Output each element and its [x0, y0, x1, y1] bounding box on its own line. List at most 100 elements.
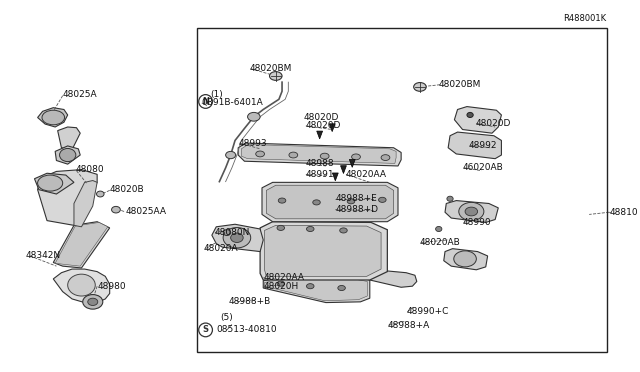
Ellipse shape — [223, 230, 230, 235]
Text: 48025A: 48025A — [63, 90, 97, 99]
Ellipse shape — [68, 274, 95, 296]
Ellipse shape — [88, 298, 98, 305]
Polygon shape — [370, 270, 417, 287]
Polygon shape — [53, 222, 109, 268]
Polygon shape — [349, 160, 355, 167]
Text: R488001K: R488001K — [564, 14, 607, 23]
Ellipse shape — [320, 153, 329, 159]
Ellipse shape — [269, 71, 282, 80]
Polygon shape — [264, 225, 381, 276]
Text: S: S — [203, 326, 209, 334]
Text: 46020AB: 46020AB — [463, 163, 503, 172]
Ellipse shape — [351, 154, 360, 160]
Polygon shape — [212, 224, 263, 251]
Text: 48980: 48980 — [97, 282, 126, 291]
Ellipse shape — [230, 233, 243, 243]
Bar — [197, 28, 607, 352]
Text: (5): (5) — [221, 313, 234, 323]
Polygon shape — [266, 185, 394, 219]
Text: 48988+A: 48988+A — [387, 321, 429, 330]
Ellipse shape — [379, 197, 386, 202]
Ellipse shape — [307, 227, 314, 231]
Polygon shape — [448, 132, 501, 159]
Text: 48020B: 48020B — [109, 185, 144, 194]
Text: (1): (1) — [210, 90, 223, 99]
Ellipse shape — [307, 283, 314, 289]
Ellipse shape — [60, 148, 76, 161]
Ellipse shape — [447, 196, 453, 201]
Polygon shape — [262, 182, 398, 222]
Ellipse shape — [467, 112, 473, 118]
Ellipse shape — [338, 285, 346, 291]
Polygon shape — [445, 201, 499, 222]
Text: 48810: 48810 — [609, 208, 638, 217]
Polygon shape — [38, 170, 97, 225]
Ellipse shape — [83, 295, 103, 309]
Text: N: N — [202, 97, 209, 106]
Ellipse shape — [459, 202, 484, 221]
Text: 48020BM: 48020BM — [439, 80, 481, 89]
Polygon shape — [53, 269, 109, 302]
Polygon shape — [454, 107, 501, 133]
Ellipse shape — [97, 191, 104, 197]
Ellipse shape — [348, 199, 355, 204]
Text: 48990+C: 48990+C — [406, 307, 449, 316]
Text: 48020AB: 48020AB — [420, 238, 461, 247]
Polygon shape — [329, 124, 335, 132]
Text: 48020H: 48020H — [263, 282, 298, 291]
Text: 48025AA: 48025AA — [125, 207, 166, 216]
Text: 48988+B: 48988+B — [228, 297, 271, 307]
Ellipse shape — [454, 251, 476, 267]
Text: 48342N: 48342N — [25, 251, 60, 260]
Ellipse shape — [38, 175, 63, 191]
Polygon shape — [444, 248, 488, 270]
Polygon shape — [332, 173, 339, 181]
Text: 48988+E: 48988+E — [335, 194, 377, 203]
Polygon shape — [317, 131, 323, 139]
Text: 48020D: 48020D — [475, 119, 511, 128]
Ellipse shape — [381, 155, 390, 160]
Polygon shape — [260, 222, 387, 280]
Ellipse shape — [413, 83, 426, 91]
Polygon shape — [263, 274, 370, 302]
Polygon shape — [264, 276, 367, 301]
Ellipse shape — [256, 151, 264, 157]
Text: 08513-40810: 08513-40810 — [216, 326, 277, 334]
Ellipse shape — [465, 207, 477, 216]
Ellipse shape — [42, 110, 65, 125]
Ellipse shape — [436, 227, 442, 231]
Polygon shape — [74, 180, 97, 227]
Text: 48990: 48990 — [463, 218, 491, 227]
Text: 48080N: 48080N — [215, 228, 250, 237]
Ellipse shape — [226, 151, 236, 159]
Text: 48992: 48992 — [469, 141, 497, 150]
Ellipse shape — [277, 281, 285, 286]
Polygon shape — [241, 144, 396, 163]
Text: 48020D: 48020D — [306, 121, 341, 131]
Text: 48080: 48080 — [76, 165, 104, 174]
Text: 48988: 48988 — [306, 159, 335, 168]
Ellipse shape — [278, 198, 286, 203]
Ellipse shape — [248, 112, 260, 121]
Text: 48993: 48993 — [238, 138, 267, 148]
Ellipse shape — [289, 152, 298, 158]
Text: 48020AA: 48020AA — [346, 170, 387, 179]
Polygon shape — [55, 222, 108, 266]
Text: 48020AA: 48020AA — [263, 273, 304, 282]
Ellipse shape — [277, 225, 285, 230]
Polygon shape — [238, 143, 401, 166]
Text: 0B91B-6401A: 0B91B-6401A — [202, 99, 264, 108]
Polygon shape — [35, 173, 74, 194]
Text: 48020D: 48020D — [304, 113, 339, 122]
Text: 48991: 48991 — [306, 170, 335, 179]
Ellipse shape — [340, 228, 348, 233]
Ellipse shape — [111, 206, 120, 213]
Polygon shape — [58, 127, 80, 150]
Text: 48020A: 48020A — [204, 244, 238, 253]
Text: 48020BM: 48020BM — [250, 64, 292, 73]
Polygon shape — [340, 166, 346, 173]
Ellipse shape — [313, 200, 320, 205]
Text: 48988+D: 48988+D — [335, 205, 378, 214]
Polygon shape — [55, 146, 80, 164]
Polygon shape — [38, 108, 68, 127]
